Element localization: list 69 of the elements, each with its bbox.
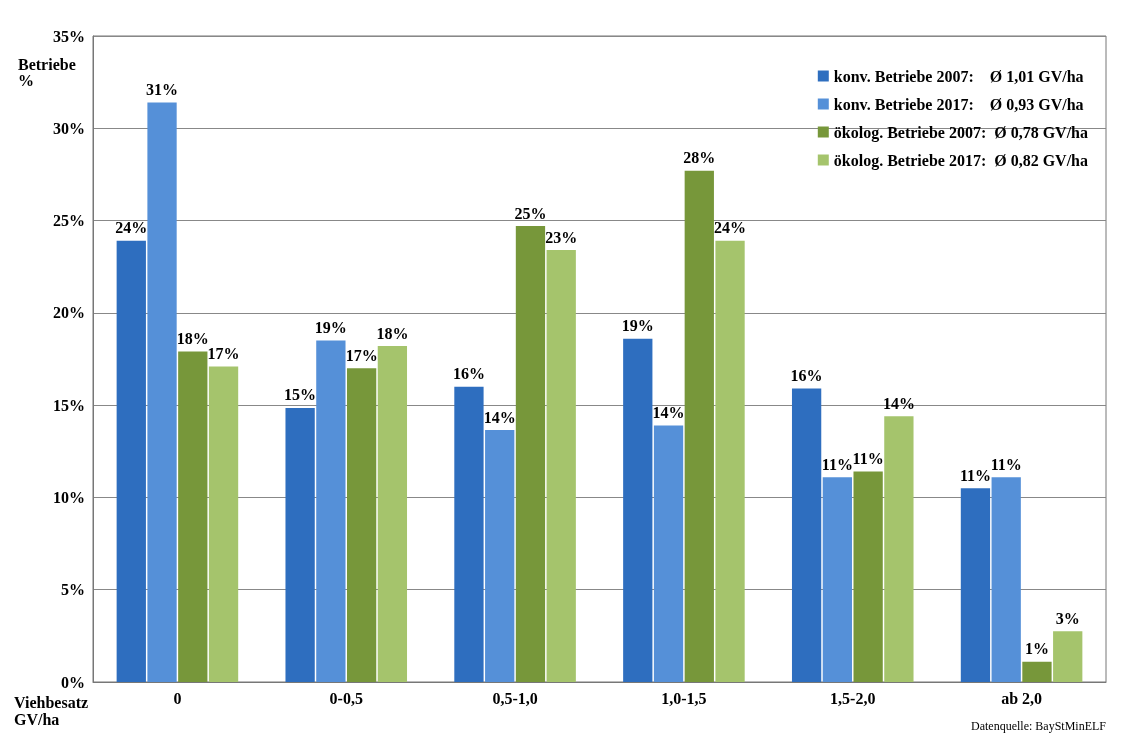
data-label: 31% bbox=[146, 80, 179, 98]
data-label: 17% bbox=[207, 344, 240, 362]
legend-label: konv. Betriebe 2017: Ø 0,93 GV/ha bbox=[833, 95, 1084, 113]
data-label: 28% bbox=[683, 149, 716, 167]
bar bbox=[147, 102, 177, 682]
x-axis-title: Viehbesatz GV/ha bbox=[14, 694, 89, 728]
bar bbox=[960, 488, 991, 682]
data-label: 16% bbox=[452, 365, 485, 383]
data-label: 3% bbox=[1055, 609, 1080, 627]
y-tick-label: 5% bbox=[61, 581, 85, 599]
bar bbox=[991, 477, 1021, 682]
bar bbox=[1053, 631, 1083, 682]
data-label: 24% bbox=[714, 219, 747, 237]
bar bbox=[684, 170, 714, 682]
bar bbox=[316, 340, 346, 682]
legend-label: konv. Betriebe 2007: Ø 1,01 GV/ha bbox=[833, 67, 1084, 85]
y-tick-label: 0% bbox=[61, 673, 85, 691]
bar bbox=[653, 425, 684, 682]
bar bbox=[485, 430, 515, 682]
y-tick-label: 30% bbox=[53, 119, 85, 137]
legend-label: ökolog. Betriebe 2007: Ø 0,78 GV/ha bbox=[833, 123, 1089, 142]
bar bbox=[791, 388, 822, 682]
data-label: 15% bbox=[284, 386, 317, 404]
legend-label: ökolog. Betriebe 2017: Ø 0,82 GV/ha bbox=[833, 151, 1089, 170]
y-tick-label: 15% bbox=[53, 396, 85, 414]
data-label: 11% bbox=[821, 455, 853, 473]
x-tick-label: 0 bbox=[173, 689, 182, 707]
bar bbox=[208, 366, 239, 682]
x-tick-label: 0,5-1,0 bbox=[492, 689, 538, 707]
data-label: 1% bbox=[1024, 640, 1049, 658]
bar bbox=[116, 240, 146, 682]
bar bbox=[515, 226, 546, 682]
data-label: 14% bbox=[483, 408, 516, 426]
data-label: 16% bbox=[790, 367, 823, 385]
data-label: 23% bbox=[545, 228, 578, 246]
data-label: 24% bbox=[115, 219, 148, 237]
bar bbox=[884, 416, 914, 682]
y-tick-label: 20% bbox=[53, 304, 85, 322]
bar bbox=[715, 240, 745, 682]
bar bbox=[853, 471, 883, 682]
bar bbox=[623, 338, 653, 682]
x-tick-label: ab 2,0 bbox=[1001, 689, 1043, 707]
data-label: 17% bbox=[345, 346, 378, 364]
data-label: 14% bbox=[882, 394, 915, 412]
bar bbox=[178, 351, 208, 682]
y-tick-label: 25% bbox=[53, 212, 85, 230]
x-tick-label: 0-0,5 bbox=[329, 689, 363, 707]
data-label: 14% bbox=[652, 403, 685, 421]
data-label: 19% bbox=[621, 317, 654, 335]
data-label: 11% bbox=[852, 450, 884, 468]
bar bbox=[546, 250, 576, 682]
data-label: 25% bbox=[514, 204, 547, 222]
bar bbox=[377, 346, 408, 682]
y-tick-label: 10% bbox=[53, 488, 85, 506]
x-tick-label: 1,0-1,5 bbox=[661, 689, 707, 707]
data-label: 18% bbox=[176, 330, 209, 348]
bar bbox=[822, 477, 853, 682]
bar bbox=[1022, 661, 1052, 682]
data-label: 11% bbox=[990, 455, 1022, 473]
data-label: 11% bbox=[959, 466, 992, 484]
bar bbox=[285, 407, 315, 682]
data-label: 19% bbox=[314, 319, 347, 337]
y-axis-title: Betriebe % bbox=[18, 55, 76, 89]
bar bbox=[346, 368, 377, 682]
data-label: 18% bbox=[376, 324, 409, 342]
x-tick-label: 1,5-2,0 bbox=[830, 689, 876, 707]
y-tick-label: 35% bbox=[53, 27, 85, 45]
text: Datenquelle: BayStMinELF bbox=[971, 719, 1107, 733]
bar bbox=[454, 386, 484, 682]
